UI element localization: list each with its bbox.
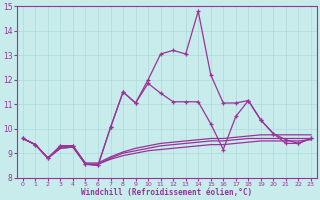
X-axis label: Windchill (Refroidissement éolien,°C): Windchill (Refroidissement éolien,°C)	[81, 188, 252, 197]
